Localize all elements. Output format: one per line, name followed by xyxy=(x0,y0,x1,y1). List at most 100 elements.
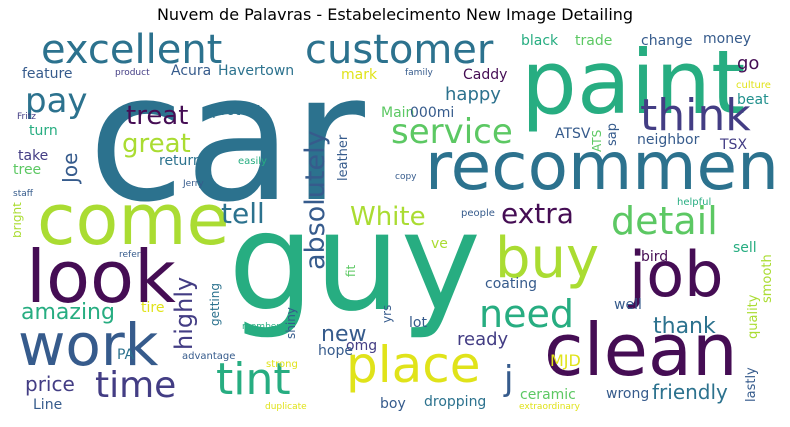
word: PA xyxy=(117,347,135,363)
word: Fritz xyxy=(17,112,36,122)
word: Joe xyxy=(58,152,82,183)
page-title: Nuvem de Palavras - Estabelecimento New … xyxy=(156,5,634,24)
word: money xyxy=(703,31,751,47)
word: go xyxy=(737,53,760,74)
word: yrs xyxy=(380,304,394,323)
word: wrong xyxy=(606,386,650,402)
word: getting xyxy=(208,283,222,326)
word: trade xyxy=(575,33,613,49)
word: pay xyxy=(25,81,88,121)
word: highly xyxy=(170,276,198,350)
word: advantage xyxy=(182,351,236,362)
word: quality xyxy=(746,294,761,339)
word: friendly xyxy=(652,380,728,404)
word: new xyxy=(321,322,367,347)
word: copy xyxy=(395,172,417,182)
word: absolutely xyxy=(300,130,331,270)
word: j xyxy=(504,359,514,399)
word: ve xyxy=(431,236,448,252)
word: dropping xyxy=(424,394,487,410)
word: happy xyxy=(445,84,501,105)
word: extra xyxy=(501,197,574,230)
word: tree xyxy=(13,162,42,178)
word: treat xyxy=(126,101,189,131)
word: well xyxy=(614,297,642,313)
word: shiny xyxy=(284,307,298,339)
word: smooth xyxy=(760,254,775,303)
word: ready xyxy=(457,329,509,350)
word: duplicate xyxy=(265,402,307,412)
word: excellent xyxy=(41,30,223,73)
word: hope xyxy=(318,343,353,359)
word: people xyxy=(461,208,495,219)
word: price xyxy=(25,372,75,396)
word: ceramic xyxy=(520,387,576,403)
word: job xyxy=(629,238,724,311)
word: protect xyxy=(212,103,263,119)
word: sap xyxy=(605,123,620,146)
word: fit xyxy=(344,264,358,277)
word: service xyxy=(391,112,513,152)
word: family xyxy=(405,68,433,78)
word: boy xyxy=(380,396,406,412)
word: return xyxy=(159,153,202,169)
word: feature xyxy=(22,66,73,82)
word: mark xyxy=(341,67,378,83)
word: guy xyxy=(228,184,482,342)
word: come xyxy=(37,179,230,261)
word: think xyxy=(640,90,751,141)
word: Caddy xyxy=(463,67,508,83)
word: need xyxy=(479,292,574,336)
word: White xyxy=(350,202,426,232)
word: neighbor xyxy=(637,132,700,148)
word: refer xyxy=(119,250,141,260)
word: tire xyxy=(141,300,165,316)
word: coating xyxy=(485,276,537,292)
word: clean xyxy=(544,308,738,392)
word: leather xyxy=(336,134,351,181)
word: lastly xyxy=(744,367,759,402)
word: tint xyxy=(216,354,291,405)
word: ATS xyxy=(590,129,604,152)
word: helpful xyxy=(677,197,712,208)
word: bright xyxy=(13,202,24,238)
word: lot xyxy=(409,315,427,331)
word: time xyxy=(95,365,177,406)
word: customer xyxy=(305,30,494,73)
word: member xyxy=(242,322,281,332)
word: 000mi xyxy=(410,105,455,121)
word: omg xyxy=(346,338,378,354)
word: product xyxy=(115,68,150,78)
word: car xyxy=(88,36,365,241)
word: thank xyxy=(653,314,716,339)
word: turn xyxy=(29,123,58,139)
word: amazing xyxy=(21,300,115,325)
word: detail xyxy=(611,199,718,243)
word: Main xyxy=(381,105,415,121)
word: tell xyxy=(221,197,265,230)
word: Jerry xyxy=(183,179,204,189)
word: look xyxy=(26,235,176,319)
word: take xyxy=(18,148,49,164)
word: Acura xyxy=(171,63,212,79)
word: beat xyxy=(737,92,769,108)
word: staff xyxy=(13,189,33,199)
word: ATSV xyxy=(555,126,591,142)
word: sell xyxy=(733,240,757,256)
word: place xyxy=(346,336,481,394)
word: recommend xyxy=(425,128,775,205)
word: Havertown xyxy=(218,63,295,79)
word: easily xyxy=(238,156,267,167)
word: black xyxy=(521,33,559,49)
word: work xyxy=(18,311,159,379)
word: Line xyxy=(33,397,63,413)
word: change xyxy=(641,33,693,49)
word: culture xyxy=(736,80,771,91)
word: great xyxy=(122,129,191,159)
word: TSX xyxy=(720,137,748,153)
word: paint xyxy=(521,31,746,134)
word-cloud: car guy paint recommend clean come look … xyxy=(13,30,775,415)
word: strong xyxy=(266,359,298,370)
word: bird xyxy=(641,249,669,265)
word: extraordinary xyxy=(519,402,580,412)
